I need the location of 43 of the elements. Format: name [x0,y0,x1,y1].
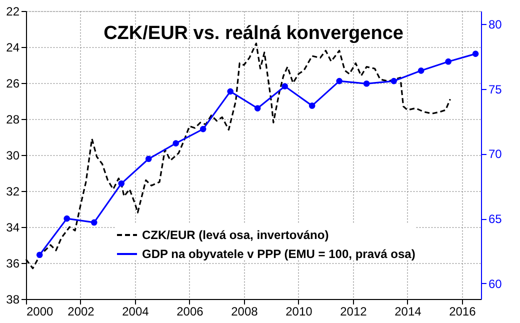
point [90,219,98,226]
y2-tick-label: 70 [488,147,502,162]
x-tick-label: 2002 [68,304,95,318]
point [172,140,180,146]
y2-tick-label: 60 [488,276,502,291]
y-tick-label: 36 [6,256,20,270]
x-tick-label: 2016 [449,304,476,318]
y-tick-label: 34 [6,220,20,234]
y-tick-label: 30 [6,148,20,162]
point [418,68,424,74]
legend-label: GDP na obyvatele v PPP (EMU = 100, pravá osa) [142,247,416,261]
y2-tick-label: 80 [488,17,502,32]
point [308,102,316,109]
point [254,105,261,112]
y-tick-label: 38 [6,292,20,306]
x-tick-label: 2004 [122,304,150,318]
point [200,126,206,132]
y-tick-label: 22 [6,4,20,18]
text: CZK/EUR vs. reálná konvergence [104,23,404,44]
point [227,88,234,95]
y-tick-label: 28 [6,112,20,126]
legend-label: CZK/EUR (levá osa, invertováno) [142,228,329,242]
y-tick-label: 24 [6,40,20,54]
point [145,156,152,162]
y-tick-label: 26 [6,76,20,90]
point [36,252,43,258]
point [336,78,342,84]
point [445,58,452,65]
x-tick-label: 2006 [176,304,204,318]
x-tick-label: 2008 [231,304,258,318]
y2-tick-label: 65 [488,212,502,226]
x-tick-label: 2012 [340,304,368,318]
point [118,180,125,187]
y-tick-label: 32 [6,184,20,198]
x-tick-label: 2014 [394,304,422,318]
point [64,215,70,222]
point [363,80,370,87]
point [282,83,288,90]
x-tick-label: 2000 [26,304,54,318]
point [390,78,397,84]
x-tick-label: 2010 [286,304,313,318]
point [472,50,479,57]
y2-tick-label: 75 [488,82,502,96]
